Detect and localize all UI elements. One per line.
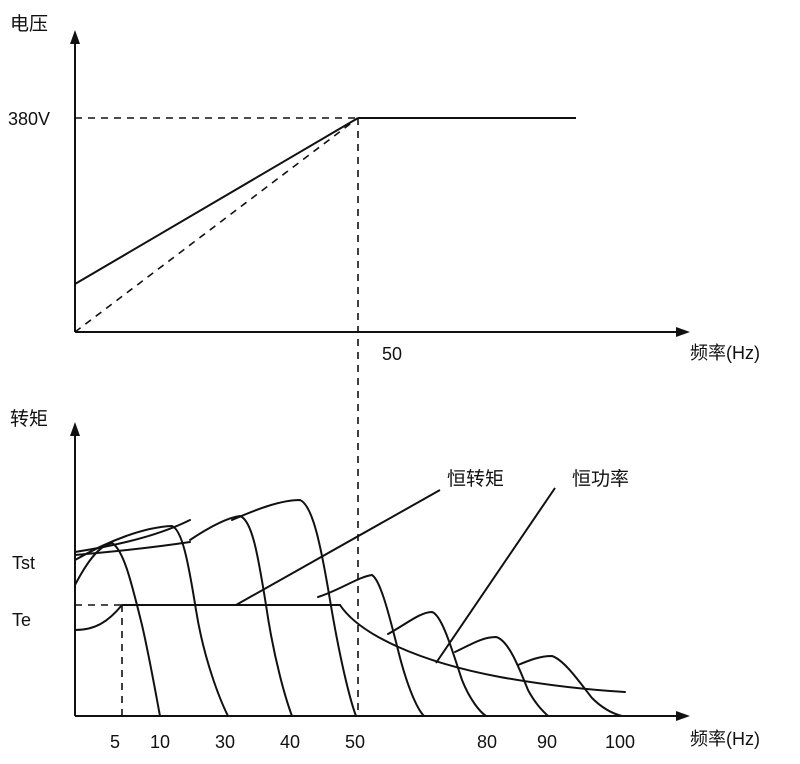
freq-tick-label: 10	[150, 732, 170, 752]
tst-label: Tst	[12, 553, 35, 573]
voltage-x-axis-arrow	[676, 327, 690, 337]
freq-tick-label: 30	[215, 732, 235, 752]
freq-tick-label: 40	[280, 732, 300, 752]
torque-curve-10hz	[74, 525, 229, 717]
freq-tick-label: 90	[537, 732, 557, 752]
torque-curve-50hz	[317, 574, 425, 717]
te-label: Te	[12, 610, 31, 630]
start-torque-envelope-2	[74, 519, 191, 553]
torque-curve-5hz	[74, 542, 161, 717]
torque-curve-30hz	[189, 515, 293, 717]
torque-x-axis-arrow	[676, 711, 690, 721]
constant-torque-leader	[235, 489, 441, 606]
torque-curve-80hz	[387, 611, 487, 717]
voltage-y-axis-arrow	[70, 30, 80, 44]
freq-tick-label: 50	[345, 732, 365, 752]
constant-power-callout: 恒功率	[572, 468, 629, 490]
freq-tick-label: 5	[110, 732, 120, 752]
constant-power-curve	[339, 604, 626, 693]
voltage-panel: 电压 380V 50 频率(Hz)	[8, 13, 760, 364]
freq-tick-label: 80	[477, 732, 497, 752]
torque-curve-100hz	[517, 655, 623, 717]
constant-power-leader	[435, 487, 556, 664]
torque-x-axis-label: 频率(Hz)	[690, 729, 760, 749]
voltage-axis-label: 电压	[10, 13, 48, 35]
voltage-380-label: 380V	[8, 109, 50, 129]
vf-linear-line	[74, 117, 359, 333]
constant-torque-callout: 恒转矩	[447, 468, 504, 490]
torque-curve-90hz	[454, 636, 549, 717]
torque-axis-label: 转矩	[10, 408, 48, 430]
freq-tick-label: 100	[605, 732, 635, 752]
constant-torque-line	[74, 604, 341, 631]
vf-boost-line	[74, 117, 359, 285]
voltage-x-axis-label: 频率(Hz)	[690, 343, 760, 363]
torque-panel: 转矩 Tst Te 恒转矩 恒功率 频率(Hz) 5 10 30 40 50 8…	[10, 408, 760, 752]
torque-y-axis-arrow	[70, 422, 80, 436]
voltage-freq-50-label: 50	[382, 344, 402, 364]
torque-curve-40hz	[231, 499, 357, 717]
